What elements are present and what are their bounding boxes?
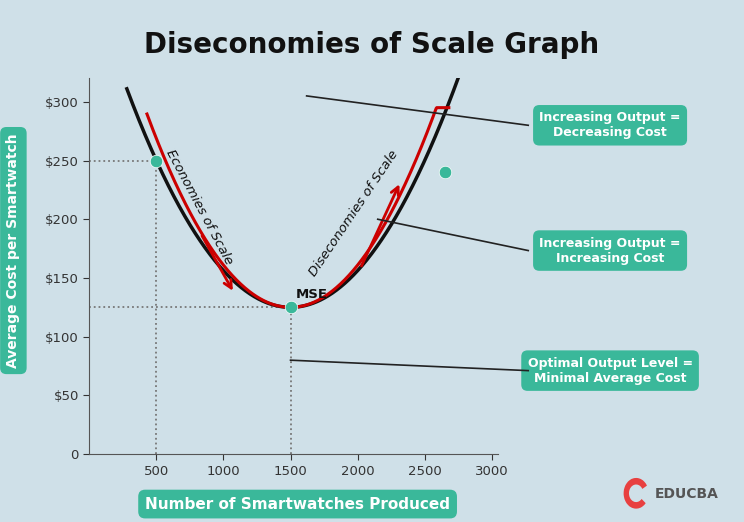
Text: EDUCBA: EDUCBA	[655, 487, 719, 501]
Text: Average Cost per Smartwatch: Average Cost per Smartwatch	[7, 133, 20, 368]
Text: Increasing Output =
Decreasing Cost: Increasing Output = Decreasing Cost	[539, 111, 681, 139]
Text: MSE: MSE	[296, 289, 328, 302]
Text: Diseconomies of Scale Graph: Diseconomies of Scale Graph	[144, 31, 600, 60]
Text: Diseconomies of Scale: Diseconomies of Scale	[307, 148, 400, 279]
Text: Economies of Scale: Economies of Scale	[164, 148, 235, 267]
Wedge shape	[623, 478, 647, 508]
Text: Optimal Output Level =
Minimal Average Cost: Optimal Output Level = Minimal Average C…	[527, 357, 693, 385]
Text: Number of Smartwatches Produced: Number of Smartwatches Produced	[145, 496, 450, 512]
Text: Increasing Output =
Increasing Cost: Increasing Output = Increasing Cost	[539, 236, 681, 265]
